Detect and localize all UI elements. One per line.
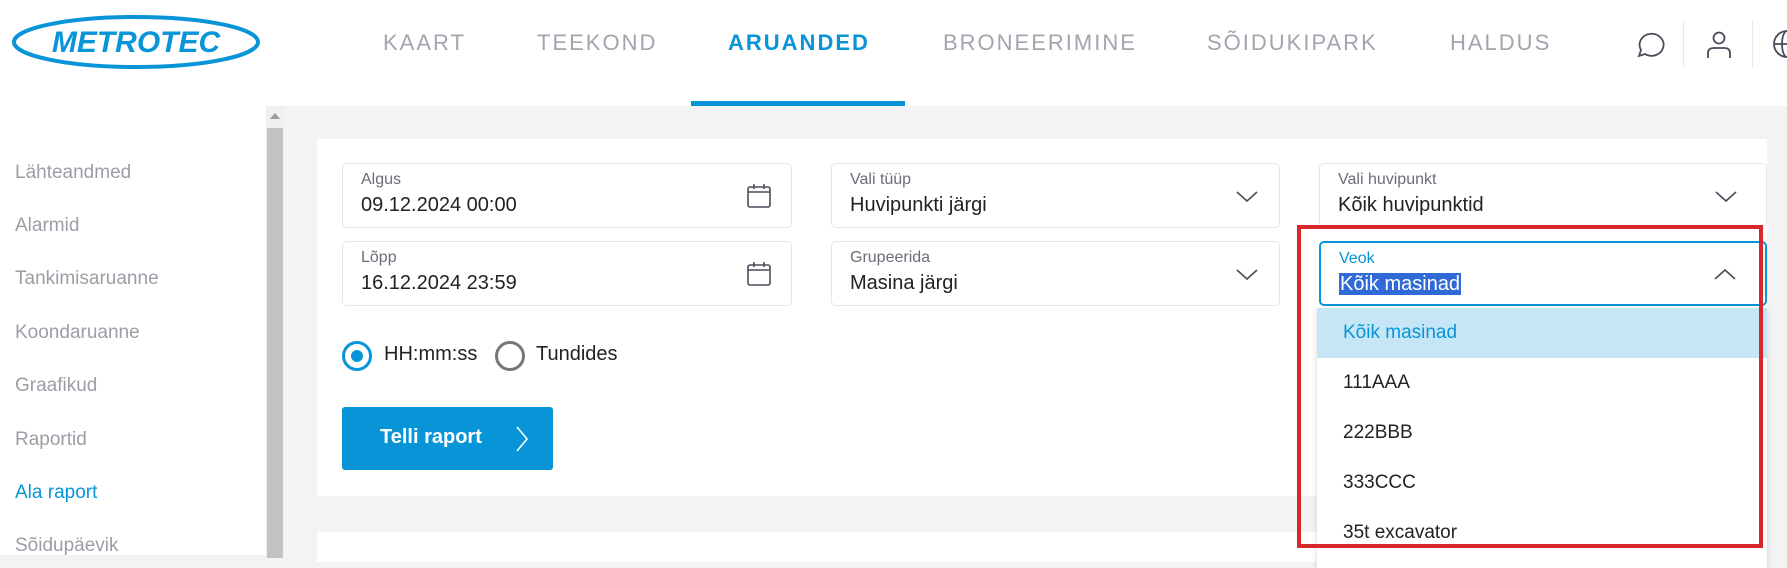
vehicle-dropdown-list: Kõik masinad 111AAA 222BBB 333CCC 35t ex… [1317, 308, 1767, 568]
dropdown-option[interactable]: 111AAA [1343, 372, 1410, 393]
sidebar-item-graafikud[interactable]: Graafikud [15, 375, 98, 396]
field-value: Kõik masinad [1339, 273, 1462, 296]
poi-select[interactable]: Vali huvipunkt Kõik huvipunktid [1319, 163, 1767, 228]
scroll-up-arrow-icon[interactable] [270, 113, 280, 119]
nav-kaart[interactable]: KAART [383, 30, 466, 55]
chevron-right-icon [516, 426, 529, 452]
globe-icon[interactable] [1771, 28, 1787, 60]
sidebar-item-lahteandmed[interactable]: Lähteandmed [15, 162, 132, 183]
active-tab-indicator [691, 101, 905, 106]
field-label: Vali tüüp [850, 171, 912, 188]
field-value: Huvipunkti järgi [850, 194, 987, 216]
nav-aruanded[interactable]: ARUANDED [728, 30, 870, 55]
field-label: Veok [1339, 250, 1375, 267]
chat-icon[interactable] [1634, 28, 1666, 60]
divider [1683, 20, 1684, 68]
chevron-down-icon [1236, 191, 1258, 203]
sidebar-item-koondaruanne[interactable]: Koondaruanne [15, 322, 140, 343]
dropdown-option[interactable]: 35t excavator [1343, 522, 1458, 543]
field-label: Algus [361, 171, 402, 188]
chevron-down-icon [1715, 191, 1737, 203]
sidebar-item-soidupaevik[interactable]: Sõidupäevik [15, 535, 119, 556]
header: METROTEC KAART TEEKOND ARUANDED BRONEERI… [0, 0, 1787, 106]
sidebar-item-raportid[interactable]: Raportid [15, 429, 87, 450]
end-date-field[interactable]: Lõpp 16.12.2024 23:59 [342, 241, 792, 306]
user-icon[interactable] [1703, 28, 1735, 60]
divider [1752, 20, 1753, 68]
sidebar-item-alarmid[interactable]: Alarmid [15, 215, 80, 236]
svg-text:METROTEC: METROTEC [52, 26, 222, 59]
button-label: Telli raport [380, 426, 482, 448]
nav-broneerimine[interactable]: BRONEERIMINE [943, 30, 1137, 55]
field-label: Lõpp [361, 249, 397, 266]
highlight-annotation-box [1297, 225, 1763, 548]
radio-label[interactable]: Tundides [536, 343, 618, 365]
selected-text: Kõik masinad [1339, 273, 1462, 295]
chevron-up-icon [1714, 268, 1736, 280]
sidebar-item-tankimisaruanne[interactable]: Tankimisaruanne [15, 268, 159, 289]
field-value: Masina järgi [850, 272, 958, 294]
sidebar-scrollbar[interactable] [266, 106, 284, 558]
order-report-button[interactable]: Telli raport [342, 407, 553, 470]
field-value: Kõik huvipunktid [1338, 194, 1484, 216]
type-select[interactable]: Vali tüüp Huvipunkti järgi [831, 163, 1280, 228]
calendar-icon[interactable] [745, 182, 773, 210]
dropdown-option[interactable]: Kõik masinad [1317, 308, 1767, 358]
metrotec-logo[interactable]: METROTEC [11, 14, 261, 70]
nav-soidukipark[interactable]: SÕIDUKIPARK [1207, 30, 1378, 55]
dropdown-option[interactable]: 222BBB [1343, 422, 1413, 443]
field-label: Grupeerida [850, 249, 931, 266]
chevron-down-icon [1236, 269, 1258, 281]
nav-haldus[interactable]: HALDUS [1450, 30, 1552, 55]
field-label: Vali huvipunkt [1338, 171, 1437, 188]
calendar-icon[interactable] [745, 260, 773, 288]
field-value: 09.12.2024 00:00 [361, 194, 517, 216]
vehicle-select[interactable]: Veok Kõik masinad [1319, 241, 1767, 306]
group-select[interactable]: Grupeerida Masina järgi [831, 241, 1280, 306]
start-date-field[interactable]: Algus 09.12.2024 00:00 [342, 163, 792, 228]
radio-hhmmss[interactable] [342, 341, 372, 371]
radio-tundides[interactable] [495, 341, 525, 371]
nav-teekond[interactable]: TEEKOND [537, 30, 658, 55]
dropdown-option[interactable]: 333CCC [1343, 472, 1416, 493]
sidebar: Lähteandmed Alarmid Tankimisaruanne Koon… [0, 106, 266, 556]
sidebar-item-ala-raport[interactable]: Ala raport [15, 482, 98, 503]
scrollbar-thumb[interactable] [267, 128, 283, 558]
field-value: 16.12.2024 23:59 [361, 272, 517, 294]
radio-label[interactable]: HH:mm:ss [384, 343, 478, 365]
